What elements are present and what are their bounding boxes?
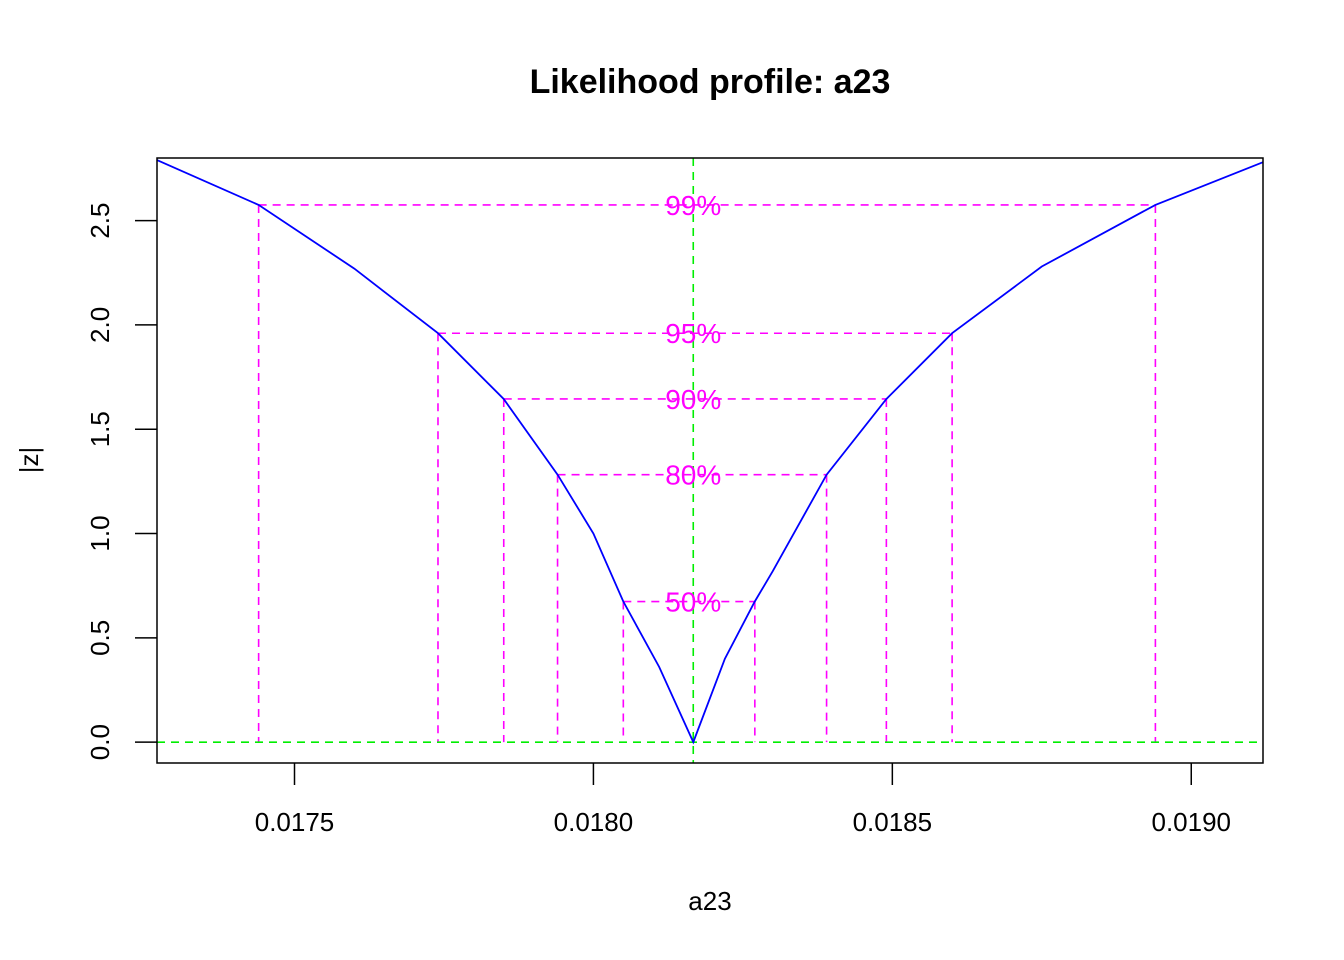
y-tick-label: 1.0 bbox=[85, 515, 115, 551]
y-tick-label: 0.0 bbox=[85, 724, 115, 760]
axes: 0.0175 0.0180 0.0185 0.0190 0.0 0.5 1.0 1.5 2.0 2… bbox=[85, 157, 1264, 837]
x-tick-label: 0.0180 bbox=[554, 807, 634, 837]
profile-curve-group bbox=[156, 159, 1264, 745]
y-tick-label: 2.5 bbox=[85, 203, 115, 239]
x-tick-label: 0.0190 bbox=[1151, 807, 1231, 837]
y-axis-label: |z| bbox=[14, 447, 44, 474]
level-95-label: 95% bbox=[665, 318, 721, 349]
x-tick-label: 0.0175 bbox=[255, 807, 335, 837]
profile-curve-line bbox=[156, 159, 1264, 745]
y-tick-label: 0.5 bbox=[85, 620, 115, 656]
x-axis-label: a23 bbox=[688, 886, 731, 916]
plot-frame bbox=[156, 157, 1264, 764]
y-tick-label: 1.5 bbox=[85, 411, 115, 447]
level-99-label: 99% bbox=[665, 190, 721, 221]
confidence-levels bbox=[257, 204, 1157, 743]
level-80-label: 80% bbox=[665, 460, 721, 491]
y-tick-label: 2.0 bbox=[85, 307, 115, 343]
level-50-label: 50% bbox=[665, 587, 721, 618]
chart-title: Likelihood profile: a23 bbox=[530, 63, 891, 101]
reference-lines bbox=[157, 158, 1263, 763]
confidence-level-labels: 50% 80% 90% 95% 99% bbox=[665, 190, 721, 618]
level-90-label: 90% bbox=[665, 384, 721, 415]
x-tick-label: 0.0185 bbox=[853, 807, 933, 837]
